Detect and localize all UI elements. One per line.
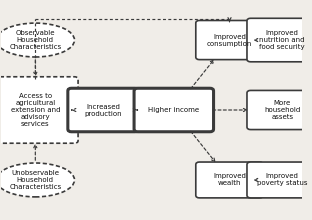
FancyBboxPatch shape <box>196 20 263 60</box>
FancyBboxPatch shape <box>247 162 312 198</box>
FancyBboxPatch shape <box>68 88 138 132</box>
Text: Unobservable
Household
Characteristics: Unobservable Household Characteristics <box>9 170 61 190</box>
Ellipse shape <box>0 163 75 197</box>
Text: Observable
Household
Characteristics: Observable Household Characteristics <box>9 30 61 50</box>
FancyBboxPatch shape <box>196 162 263 198</box>
Text: Improved
poverty status: Improved poverty status <box>257 173 307 187</box>
FancyBboxPatch shape <box>134 88 213 132</box>
Text: Increased
production: Increased production <box>84 103 122 117</box>
Text: Improved
consumption: Improved consumption <box>207 33 252 47</box>
Text: Improved
wealth: Improved wealth <box>213 173 246 187</box>
Text: Improved
nutrition and
food security: Improved nutrition and food security <box>259 30 305 50</box>
FancyBboxPatch shape <box>247 18 312 62</box>
Text: Higher income: Higher income <box>148 107 199 113</box>
Ellipse shape <box>0 23 75 57</box>
FancyBboxPatch shape <box>247 90 312 130</box>
FancyBboxPatch shape <box>0 77 78 143</box>
Text: More
household
assets: More household assets <box>264 100 300 120</box>
Text: Access to
agricultural
extension and
advisory
services: Access to agricultural extension and adv… <box>11 93 60 127</box>
